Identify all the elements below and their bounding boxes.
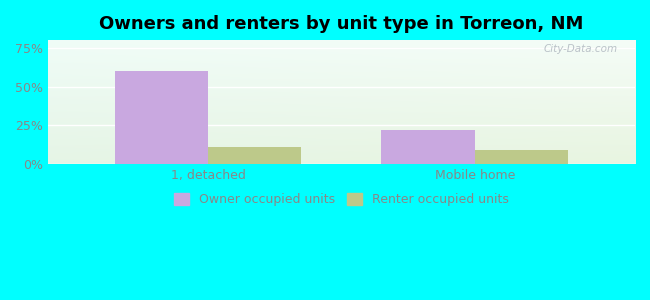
Bar bbox=[382, 130, 475, 164]
Bar bbox=[208, 147, 302, 164]
Bar bbox=[114, 71, 208, 164]
Text: City-Data.com: City-Data.com bbox=[543, 44, 618, 54]
Title: Owners and renters by unit type in Torreon, NM: Owners and renters by unit type in Torre… bbox=[99, 15, 584, 33]
Bar bbox=[475, 150, 568, 164]
Legend: Owner occupied units, Renter occupied units: Owner occupied units, Renter occupied un… bbox=[170, 190, 513, 210]
